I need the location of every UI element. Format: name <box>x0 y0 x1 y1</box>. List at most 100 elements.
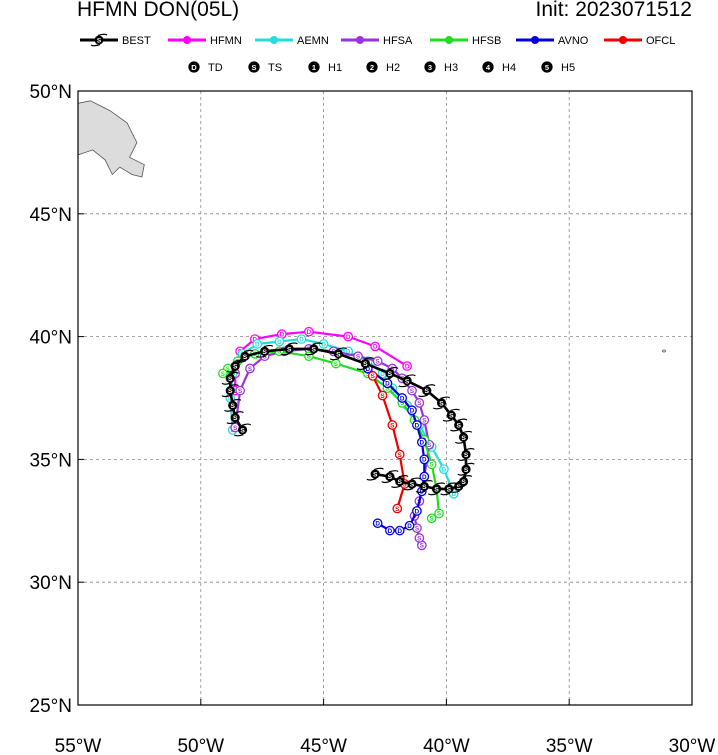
track-point-best: S <box>224 398 242 412</box>
svg-text:D: D <box>366 366 371 373</box>
legend-intensity-label: H4 <box>502 62 516 74</box>
track-point-best: S <box>442 408 460 422</box>
track-point-best: S <box>398 374 416 388</box>
legend-model-hfmn: HFMN <box>168 35 242 47</box>
svg-text:S: S <box>390 422 394 429</box>
svg-text:D: D <box>346 334 351 341</box>
svg-text:S: S <box>233 425 237 432</box>
svg-text:S: S <box>373 472 378 479</box>
svg-text:S: S <box>403 481 407 488</box>
track-point-best: S <box>236 349 254 363</box>
track-point-hfsa: S <box>419 415 430 425</box>
svg-text:S: S <box>233 364 238 371</box>
svg-text:S: S <box>334 361 338 368</box>
svg-text:D: D <box>397 528 402 535</box>
track-point-hfsa: S <box>372 356 383 367</box>
svg-text:S: S <box>430 462 434 469</box>
legend-model-label: HFSB <box>472 35 501 47</box>
small-island <box>662 349 666 353</box>
svg-text:D: D <box>422 457 427 464</box>
svg-text:D: D <box>299 336 304 343</box>
legend-model-avno: AVNO <box>516 35 589 47</box>
grid-lines <box>78 91 692 705</box>
legend-intensity-icon: 5 <box>541 61 553 73</box>
svg-text:S: S <box>363 361 368 368</box>
svg-text:D: D <box>280 331 285 338</box>
svg-text:1: 1 <box>312 63 316 72</box>
track-point-hfmn: D <box>402 361 412 371</box>
svg-text:D: D <box>422 474 427 481</box>
track-point-best: S <box>427 482 446 496</box>
track-point-hfsa: S <box>414 398 425 408</box>
svg-text:S: S <box>456 423 461 430</box>
track-point-best: S <box>440 482 458 496</box>
legend-model-label: HFMN <box>210 35 242 47</box>
svg-text:S: S <box>434 486 439 493</box>
track-point-best: S <box>221 371 239 385</box>
svg-text:S: S <box>410 481 415 488</box>
legend-intensity-ts: S TS <box>248 61 282 74</box>
legend-model-aemn: AEMN <box>255 35 329 47</box>
svg-text:D: D <box>307 329 312 336</box>
svg-text:D: D <box>385 381 390 388</box>
svg-text:S: S <box>248 366 252 373</box>
svg-text:S: S <box>356 354 360 361</box>
tick-label-lat: 45°N <box>30 205 72 226</box>
track-point-best: S <box>450 418 468 432</box>
svg-text:S: S <box>461 479 466 486</box>
svg-text:S: S <box>415 525 419 532</box>
track-point-best: S <box>226 359 244 373</box>
track-point-avno: D <box>382 378 393 389</box>
legend-dot-icon <box>619 36 627 44</box>
track-point-best: S <box>454 430 473 444</box>
track-point-best: S <box>329 347 347 361</box>
init-time: Init: 2023071512 <box>535 0 692 21</box>
track-point-avno: D <box>394 525 405 536</box>
svg-text:S: S <box>287 346 292 353</box>
svg-text:D: D <box>410 408 415 415</box>
legend-dot-icon <box>445 36 453 44</box>
svg-text:D: D <box>375 521 380 528</box>
svg-text:S: S <box>251 63 256 72</box>
track-point-avno: D <box>419 471 430 482</box>
legend-storm-icon: S <box>90 33 108 47</box>
track-point-best: S <box>457 462 475 476</box>
track-point-hfsa: S <box>245 363 255 374</box>
track-point-best: S <box>233 423 252 437</box>
svg-text:D: D <box>442 467 447 474</box>
intensity-legend: D TD S TS 1 H1 2 H2 3 H3 4 H4 5 H5 <box>188 61 575 74</box>
track-point-hfmn: D <box>276 329 287 339</box>
svg-text:D: D <box>415 422 420 429</box>
track-point-ofcl: S <box>387 420 398 430</box>
svg-text:S: S <box>371 373 375 380</box>
svg-text:S: S <box>400 400 404 407</box>
legend-intensity-label: TD <box>208 62 223 74</box>
track-point-ofcl: S <box>394 449 405 460</box>
svg-text:D: D <box>373 344 378 351</box>
tick-label-lon: 40°W <box>423 736 470 755</box>
svg-text:5: 5 <box>545 63 549 72</box>
track-point-best: S <box>415 479 433 493</box>
svg-text:D: D <box>405 363 410 370</box>
track-point-hfmn: D <box>343 331 354 342</box>
track-point-avno: D <box>372 518 383 529</box>
track-point-hfsb: S <box>434 508 444 519</box>
track-point-ofcl: S <box>392 503 403 514</box>
svg-text:S: S <box>422 484 427 491</box>
legend-model-hfsb: HFSB <box>430 35 501 47</box>
tick-label-lat: 40°N <box>30 328 72 349</box>
track-point-hfmn: D <box>370 341 381 352</box>
land-layer <box>78 100 145 178</box>
tick-label-lat: 30°N <box>30 573 72 594</box>
svg-text:S: S <box>243 354 248 361</box>
track-point-avno: D <box>412 506 422 516</box>
svg-text:S: S <box>405 378 410 385</box>
svg-text:S: S <box>422 417 426 424</box>
track-point-avno: D <box>419 454 430 465</box>
legend-intensity-h4: 4 H4 <box>482 61 516 74</box>
svg-text:S: S <box>240 427 245 434</box>
track-point-best: S <box>454 475 473 488</box>
svg-text:D: D <box>277 339 282 346</box>
